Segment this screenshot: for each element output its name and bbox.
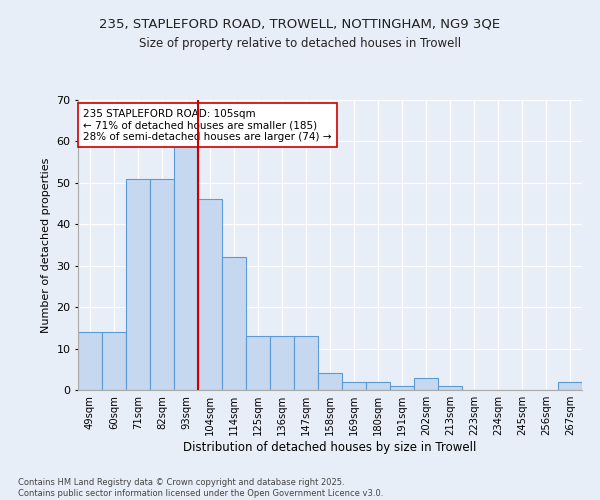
Bar xyxy=(102,332,126,390)
Bar xyxy=(438,386,462,390)
Bar xyxy=(558,382,582,390)
Text: 235, STAPLEFORD ROAD, TROWELL, NOTTINGHAM, NG9 3QE: 235, STAPLEFORD ROAD, TROWELL, NOTTINGHA… xyxy=(100,18,500,30)
Text: 235 STAPLEFORD ROAD: 105sqm
← 71% of detached houses are smaller (185)
28% of se: 235 STAPLEFORD ROAD: 105sqm ← 71% of det… xyxy=(83,108,332,142)
Bar xyxy=(222,258,246,390)
Bar xyxy=(390,386,414,390)
Bar xyxy=(246,336,270,390)
Bar xyxy=(270,336,294,390)
Bar xyxy=(78,332,102,390)
Y-axis label: Number of detached properties: Number of detached properties xyxy=(41,158,50,332)
Bar xyxy=(366,382,390,390)
Text: Size of property relative to detached houses in Trowell: Size of property relative to detached ho… xyxy=(139,38,461,51)
Bar xyxy=(150,178,174,390)
Bar xyxy=(126,178,150,390)
Bar xyxy=(198,200,222,390)
Bar xyxy=(294,336,318,390)
Text: Contains HM Land Registry data © Crown copyright and database right 2025.
Contai: Contains HM Land Registry data © Crown c… xyxy=(18,478,383,498)
X-axis label: Distribution of detached houses by size in Trowell: Distribution of detached houses by size … xyxy=(184,441,476,454)
Bar xyxy=(414,378,438,390)
Bar xyxy=(174,146,198,390)
Bar xyxy=(342,382,366,390)
Bar xyxy=(318,374,342,390)
